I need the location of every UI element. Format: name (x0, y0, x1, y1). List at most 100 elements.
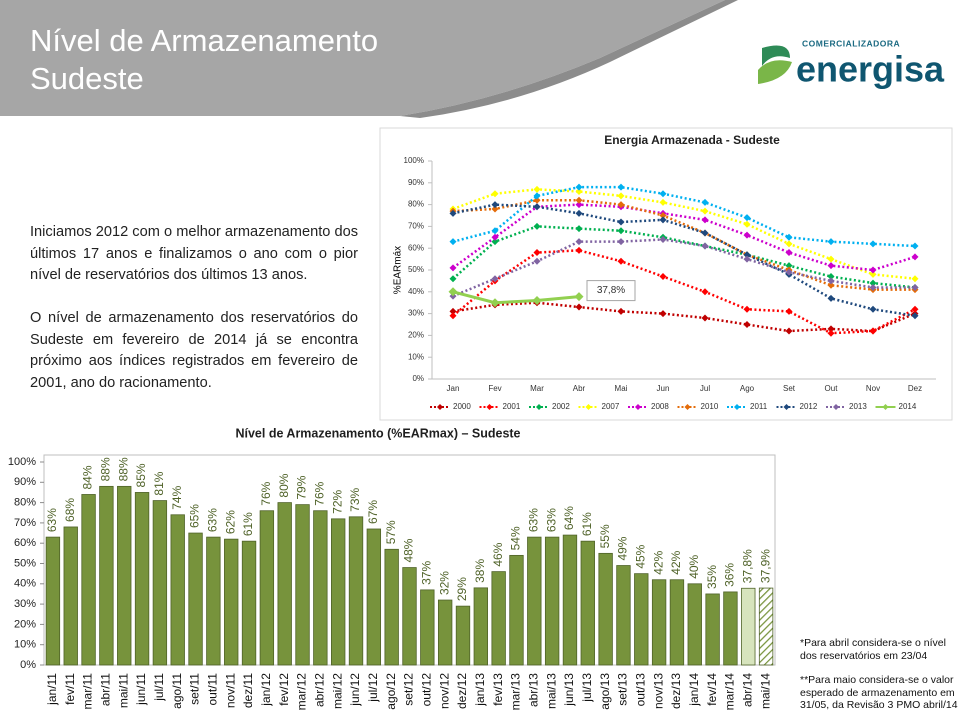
value-label: 55% (598, 524, 612, 548)
value-label: 62% (223, 510, 237, 534)
x-tick-label: jun/11 (134, 673, 148, 706)
data-point (701, 242, 709, 250)
chart-title: Energia Armazenada - Sudeste (604, 133, 780, 147)
data-point (617, 201, 625, 209)
footnote: *Para abril considera-se o nível dos res… (800, 637, 946, 662)
data-point (448, 287, 458, 297)
annotation: 37,8% (597, 285, 625, 296)
series-line (452, 198, 915, 291)
value-label: 46% (491, 542, 505, 566)
data-point (785, 262, 793, 270)
data-point (743, 220, 751, 228)
y-tick-label: 80% (408, 200, 424, 209)
value-label: 63% (526, 508, 540, 532)
value-label: 29% (455, 577, 469, 601)
logo-name: energisa (796, 49, 945, 90)
bar (491, 571, 506, 666)
value-label: 81% (152, 471, 166, 495)
bar (206, 536, 221, 666)
data-point (617, 257, 625, 265)
data-point (617, 183, 625, 191)
data-point (491, 205, 499, 213)
data-point (827, 255, 835, 263)
x-tick-label: jan/12 (259, 673, 273, 707)
data-point (701, 207, 709, 215)
y-tick-label: 90% (408, 178, 424, 187)
y-tick-label: 100% (404, 156, 424, 165)
y-tick-label: 60% (14, 537, 36, 549)
x-tick-label: Mai (615, 384, 628, 393)
data-point (785, 268, 793, 276)
data-point (701, 229, 709, 237)
series-line (452, 301, 916, 333)
y-tick-label: 20% (14, 618, 36, 630)
value-label: 74% (170, 485, 184, 509)
value-label: 84% (81, 465, 95, 489)
bar (580, 540, 595, 666)
y-tick-label: 50% (14, 557, 36, 569)
bar (598, 552, 613, 666)
x-tick-label: Jun (657, 384, 670, 393)
header-band (0, 0, 725, 116)
bar (473, 587, 488, 666)
legend-label: 2011 (750, 402, 768, 411)
bar (224, 538, 239, 666)
data-point (911, 312, 919, 320)
data-point (491, 227, 499, 235)
value-label: 68% (63, 498, 77, 522)
value-label: 73% (348, 487, 362, 511)
legend-marker (536, 404, 542, 410)
series-line (452, 238, 915, 298)
legend-label: 2001 (503, 402, 521, 411)
y-tick-label: 10% (14, 639, 36, 651)
data-point (911, 305, 919, 313)
value-label: 37% (420, 561, 434, 585)
header-edge (400, 0, 738, 118)
y-tick-label: 40% (14, 578, 36, 590)
x-tick-label: fev/14 (705, 673, 719, 706)
data-point (827, 294, 835, 302)
data-point (533, 257, 541, 265)
x-tick-label: out/12 (420, 673, 434, 707)
bar (384, 548, 399, 666)
paragraph: Iniciamos 2012 com o melhor armazenament… (30, 224, 358, 283)
data-point (659, 273, 667, 281)
bar (651, 579, 667, 666)
data-point (869, 283, 877, 291)
legend-marker (734, 404, 740, 410)
data-point (701, 314, 709, 322)
data-point (659, 198, 667, 206)
x-tick-label: jan/14 (687, 673, 701, 707)
legend-marker (437, 404, 443, 410)
logo-mark (758, 60, 792, 84)
data-point (869, 305, 877, 313)
x-tick-label: abr/12 (313, 673, 327, 707)
x-tick-label: jan/11 (45, 673, 59, 706)
value-label: 48% (402, 538, 416, 562)
data-point (575, 225, 583, 233)
data-point (617, 307, 625, 315)
x-tick-label: dez/11 (241, 673, 255, 708)
data-point (617, 227, 625, 235)
bar (402, 567, 417, 666)
data-point (575, 183, 583, 191)
bar (758, 587, 774, 666)
data-point (827, 273, 835, 281)
data-point (533, 249, 541, 257)
value-label: 42% (669, 550, 683, 574)
x-tick-label: fev/12 (277, 673, 291, 706)
data-point (659, 235, 667, 243)
data-point (575, 303, 583, 311)
bar (99, 485, 114, 666)
x-tick-label: ago/13 (598, 673, 612, 710)
value-label: 61% (580, 512, 594, 536)
data-point (743, 251, 751, 259)
data-point (827, 238, 835, 246)
bar (669, 579, 685, 666)
x-tick-label: Dez (908, 384, 922, 393)
x-tick-label: Jul (700, 384, 710, 393)
footnote: **Para maio considera-se o valor esperad… (800, 674, 958, 711)
value-label: 54% (509, 526, 523, 550)
x-tick-label: dez/12 (455, 673, 469, 709)
